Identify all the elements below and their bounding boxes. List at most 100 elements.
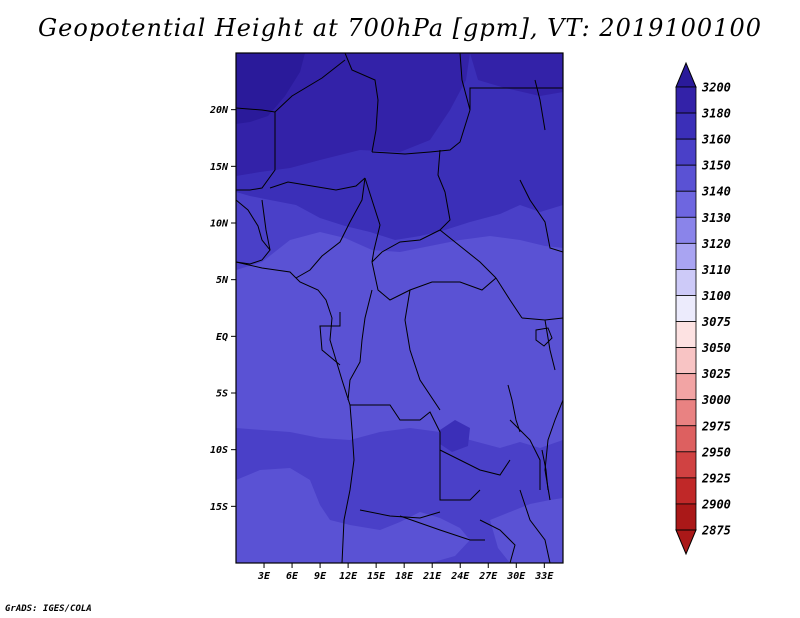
lat-tick-label: 10S [210,445,228,456]
coast-east-africa [544,399,563,501]
colorbar-label: 3100 [701,289,731,303]
lat-tick-label: 5N [216,275,229,286]
colorbar-label: 3120 [701,237,731,251]
border-angola-zambia [439,450,481,501]
colorbar-swatch [675,242,697,270]
field-3140-central [236,232,563,448]
border-egypt-sudan [469,87,563,110]
border-chad-sudan [437,149,451,231]
border-niger-mali [236,59,346,113]
colorbar-label: 3130 [701,211,731,225]
colorbar-swatch [675,190,697,218]
lon-tick-label: 24E [450,571,470,582]
border-libya-egypt [459,53,471,111]
chart-title: Geopotential Height at 700hPa [gpm], VT:… [38,14,762,42]
contour-field [236,53,563,563]
lon-tick-label: 9E [314,571,327,582]
colorbar-label: 3000 [701,393,731,407]
border-tanzania [509,419,541,490]
colorbar-swatch [675,373,697,401]
colorbar: 3200 3180 3160 3150 3140 3130 3120 3110 3100 3075… [675,61,731,556]
colorbar-swatch [675,164,697,192]
border-south-sudan-uganda [495,277,523,319]
border-namibia-east [399,515,485,541]
field-3140-southeast [490,498,563,563]
colorbar-label: 3160 [701,133,731,147]
field-3140-southwest [236,468,470,563]
lon-tick-label: 6E [286,571,299,582]
border-sudan-ethiopia [519,179,563,253]
lat-tick-label: EQ [216,332,228,343]
border-drc-east [404,289,441,411]
coastline-west [236,261,355,563]
border-angola-namibia [359,509,441,519]
credit-label: GrADS: IGES/COLA [5,604,92,614]
lake-victoria [535,327,553,347]
colorbar-label: 3180 [701,107,731,121]
colorbar-swatch [675,425,697,453]
border-niger-south [236,112,276,191]
lon-tick-label: 33E [534,571,554,582]
lon-tick-label: 12E [339,571,358,582]
border-cameroon-chad [364,177,381,263]
colorbar-swatch [675,269,697,296]
colorbar-swatch [675,216,697,244]
colorbar-swatch [675,112,697,140]
colorbar-label: 3140 [701,185,731,199]
colorbar-bottom-arrow [675,529,697,556]
colorbar-swatch [675,503,697,531]
border-drc-north [371,261,497,301]
colorbar-label: 3025 [701,367,731,381]
map-frame [235,52,564,564]
colorbar-label: 2950 [701,445,731,459]
colorbar-label: 2975 [701,419,731,433]
lat-tick-label: 15S [210,502,228,513]
colorbar-label: 3150 [701,159,731,173]
colorbar-swatch [675,451,697,479]
border-gabon-congo [319,312,341,366]
colorbar-label: 3050 [701,341,731,355]
border-car-sudan [439,229,497,279]
colorbar-swatch [675,295,697,322]
lon-tick-label: 15E [367,571,386,582]
field-3200-nw [236,53,305,124]
colorbar-swatch [675,86,697,114]
field-3180-north [236,53,470,176]
lat-tick-label: 20N [209,105,229,116]
colorbar-label: 3200 [701,81,731,95]
border-drc-angola [350,404,441,450]
field-3160-east-patch [440,420,470,452]
colorbar-label: 3075 [701,315,731,329]
border-guinea [261,199,271,251]
border-kenya-somalia [544,319,556,371]
lon-tick-label: 18E [395,571,414,582]
border-mozambique [519,489,551,563]
border-niger-nigeria [269,177,366,191]
border-zimbabwe [479,519,516,563]
lon-tick-label: 21E [422,571,442,582]
colorbar-label: 2900 [701,497,731,511]
border-red-sea [534,79,546,131]
colorbar-label: 2925 [701,471,731,485]
border-drc-zambia [439,449,511,476]
lake-tanganyika [507,384,521,433]
lon-tick-label: 30E [506,571,526,582]
lon-tick-label: 27E [478,571,498,582]
border-chad-car [371,229,441,263]
country-borders [236,53,563,563]
lat-tick-label: 5S [216,389,228,400]
lon-tick-label: 3E [257,571,271,582]
colorbar-top-arrow [675,61,697,88]
colorbar-label: 3110 [701,263,731,277]
longitude-axis: 3E 6E 9E 12E 15E 18E 21E 24E 27E 30E 33E [257,563,554,582]
colorbar-label: 2875 [701,524,731,538]
colorbar-swatch [675,347,697,375]
lat-tick-label: 15N [210,162,229,173]
latitude-axis: 20N 15N 10N 5N EQ 5S 10S 15S [209,105,236,513]
field-3180-northeast [470,53,563,96]
border-congo-drc [347,289,373,401]
border-nigeria-cameroon [295,177,366,279]
colorbar-swatch [675,321,697,348]
border-algeria-libya [344,53,379,153]
